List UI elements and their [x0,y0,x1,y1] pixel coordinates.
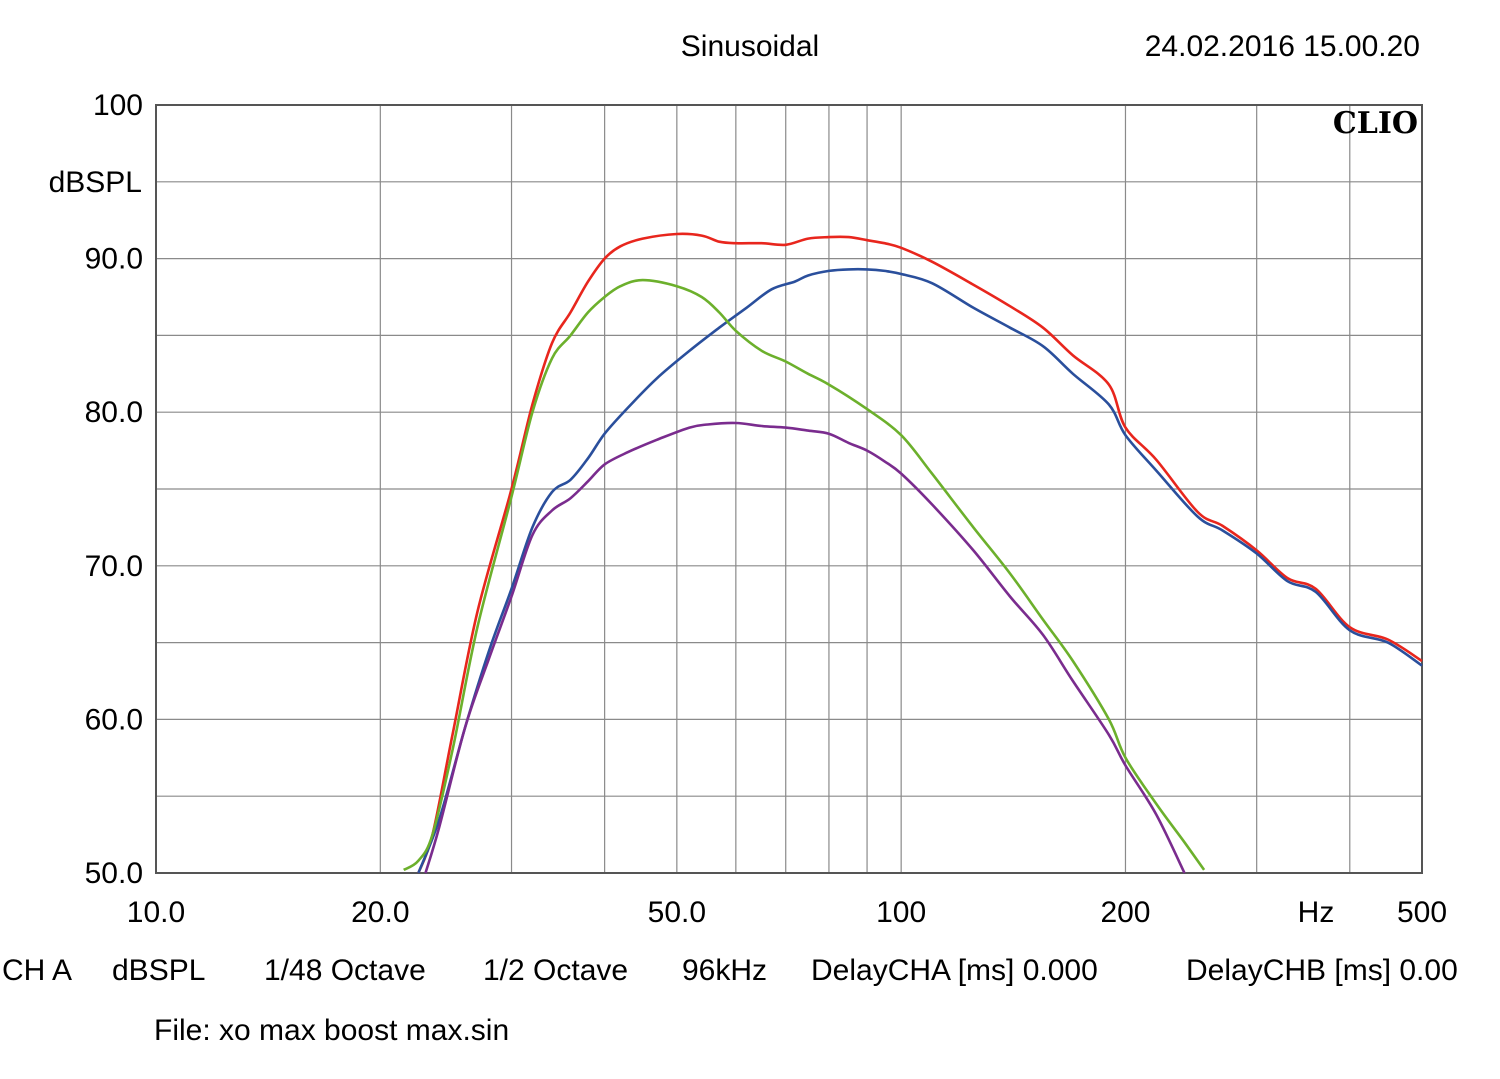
footer-delay-chb: DelayCHB [ms] 0.00 [1186,954,1458,987]
x-tick-label: 200 [1100,896,1150,929]
timestamp: 24.02.2016 15.00.20 [1145,30,1420,63]
footer-file: File: xo max boost max.sin [154,1014,510,1047]
series-lines [403,232,1423,874]
y-tick-label: 60.0 [85,703,143,736]
y-tick-label: 90.0 [85,243,143,276]
y-axis-label: dBSPL [49,166,142,199]
grid [156,105,1422,873]
x-tick-label: 100 [876,896,926,929]
x-tick-label: 500 [1397,896,1447,929]
footer-unit: dBSPL [112,954,206,987]
y-tick-label: 50.0 [85,857,143,890]
y-tick-label: 80.0 [85,396,143,429]
series-line-2 [417,267,1423,874]
chart-title: Sinusoidal [681,30,819,63]
brand-logo: CLIO [1333,106,1418,141]
y-tick-labels: 50.0 60.0 70.0 80.0 90.0 100 [85,89,143,890]
y-tick-label: 100 [93,89,143,122]
x-axis-label: Hz [1298,896,1335,929]
plot-frame [155,104,1423,874]
footer-samplerate: 96kHz [682,954,768,987]
footer-resolution: 1/48 Octave [264,954,426,987]
x-tick-label: 20.0 [351,896,409,929]
y-tick-label: 70.0 [85,550,143,583]
footer-delay-cha: DelayCHA [ms] 0.000 [811,954,1098,987]
series-line-4 [424,421,1186,874]
x-tick-label: 10.0 [127,896,185,929]
footer-smoothing: 1/2 Octave [483,954,629,987]
footer-channel: CH A [2,954,73,987]
series-line-1 [417,232,1423,874]
series-line-3 [403,278,1206,872]
x-tick-labels: 10.0 20.0 50.0 100 200 500 [127,896,1447,929]
x-tick-label: 50.0 [648,896,706,929]
